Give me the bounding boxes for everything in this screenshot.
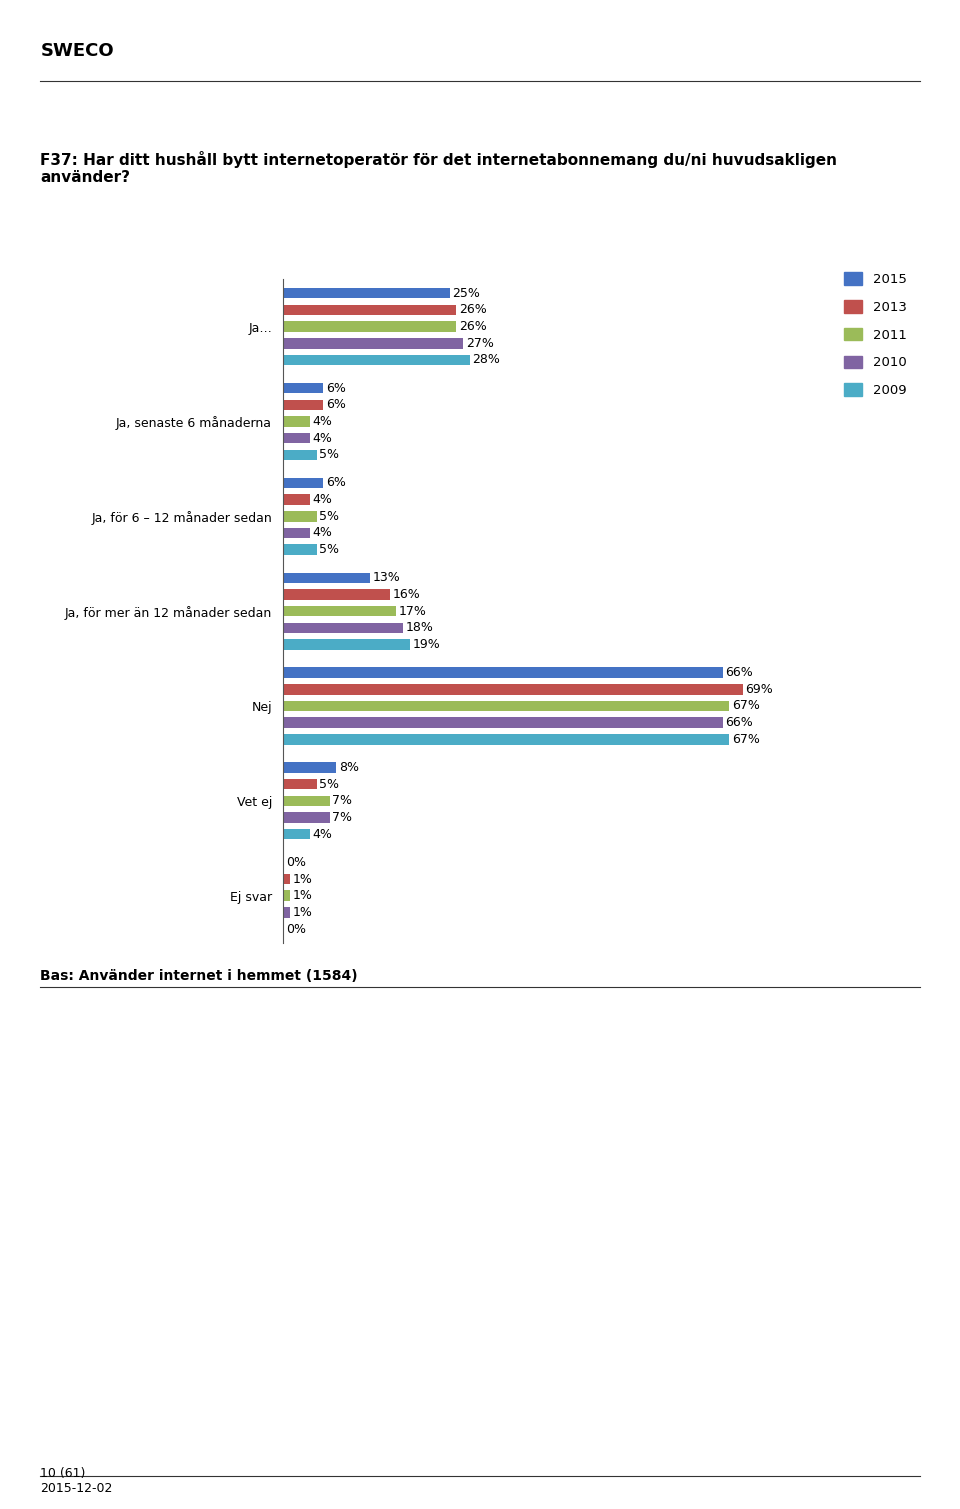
Bar xyxy=(283,433,310,444)
Bar xyxy=(283,762,337,773)
Bar xyxy=(283,717,723,727)
Text: 67%: 67% xyxy=(732,733,760,745)
Text: 67%: 67% xyxy=(732,700,760,712)
Bar xyxy=(283,779,317,789)
Bar xyxy=(283,623,403,634)
Text: 1%: 1% xyxy=(293,905,312,919)
Text: 26%: 26% xyxy=(459,320,487,333)
Text: 0%: 0% xyxy=(286,922,306,936)
Text: 25%: 25% xyxy=(452,287,480,300)
Bar xyxy=(283,795,330,806)
Text: SWECO: SWECO xyxy=(40,42,114,60)
Bar xyxy=(283,667,723,678)
Text: 26%: 26% xyxy=(459,303,487,317)
Text: 28%: 28% xyxy=(472,353,500,367)
Bar xyxy=(283,400,324,410)
Text: 4%: 4% xyxy=(313,432,332,445)
Text: 66%: 66% xyxy=(726,717,754,729)
Bar xyxy=(283,288,449,299)
Bar xyxy=(283,874,290,884)
Text: 8%: 8% xyxy=(339,761,359,774)
Text: 5%: 5% xyxy=(319,777,339,791)
Text: 66%: 66% xyxy=(726,665,754,679)
Bar xyxy=(283,478,324,487)
Bar xyxy=(283,416,310,427)
Bar xyxy=(283,828,310,839)
Bar xyxy=(283,545,317,555)
Bar xyxy=(283,684,743,694)
Text: 4%: 4% xyxy=(313,828,332,841)
Text: 19%: 19% xyxy=(413,638,440,650)
Text: 5%: 5% xyxy=(319,543,339,557)
Text: Bas: Använder internet i hemmet (1584): Bas: Använder internet i hemmet (1584) xyxy=(40,969,358,982)
Text: 4%: 4% xyxy=(313,493,332,506)
Text: 6%: 6% xyxy=(325,382,346,394)
Bar xyxy=(283,450,317,460)
Bar xyxy=(283,338,463,349)
Bar xyxy=(283,512,317,522)
Text: 4%: 4% xyxy=(313,527,332,540)
Bar xyxy=(283,589,390,599)
Text: 13%: 13% xyxy=(372,572,400,584)
Bar xyxy=(283,305,456,315)
Bar xyxy=(283,383,324,394)
Bar xyxy=(283,907,290,917)
Bar xyxy=(283,321,456,332)
Bar xyxy=(283,812,330,822)
Bar xyxy=(283,495,310,506)
Bar xyxy=(283,355,469,365)
Bar xyxy=(283,528,310,539)
Text: F37: Har ditt hushåll bytt internetoperatör för det internetabonnemang du/ni huv: F37: Har ditt hushåll bytt internetopera… xyxy=(40,151,837,186)
Bar xyxy=(283,890,290,901)
Text: 4%: 4% xyxy=(313,415,332,429)
Text: 16%: 16% xyxy=(393,589,420,601)
Bar xyxy=(283,607,396,616)
Text: 18%: 18% xyxy=(406,622,434,634)
Bar xyxy=(283,640,410,650)
Text: 1%: 1% xyxy=(293,889,312,902)
Bar xyxy=(283,700,730,711)
Text: 1%: 1% xyxy=(293,872,312,886)
Text: 0%: 0% xyxy=(286,856,306,869)
Text: 69%: 69% xyxy=(745,682,773,696)
Text: 27%: 27% xyxy=(466,337,493,350)
Text: 2015-12-02: 2015-12-02 xyxy=(40,1482,112,1495)
Text: 5%: 5% xyxy=(319,510,339,522)
Text: 6%: 6% xyxy=(325,477,346,489)
Bar xyxy=(283,572,370,582)
Legend: 2015, 2013, 2011, 2010, 2009: 2015, 2013, 2011, 2010, 2009 xyxy=(844,273,907,397)
Text: 10 (61): 10 (61) xyxy=(40,1467,85,1480)
Text: 7%: 7% xyxy=(332,810,352,824)
Bar xyxy=(283,735,730,744)
Text: 17%: 17% xyxy=(399,605,427,617)
Text: 5%: 5% xyxy=(319,448,339,462)
Text: 6%: 6% xyxy=(325,398,346,412)
Text: 7%: 7% xyxy=(332,794,352,807)
